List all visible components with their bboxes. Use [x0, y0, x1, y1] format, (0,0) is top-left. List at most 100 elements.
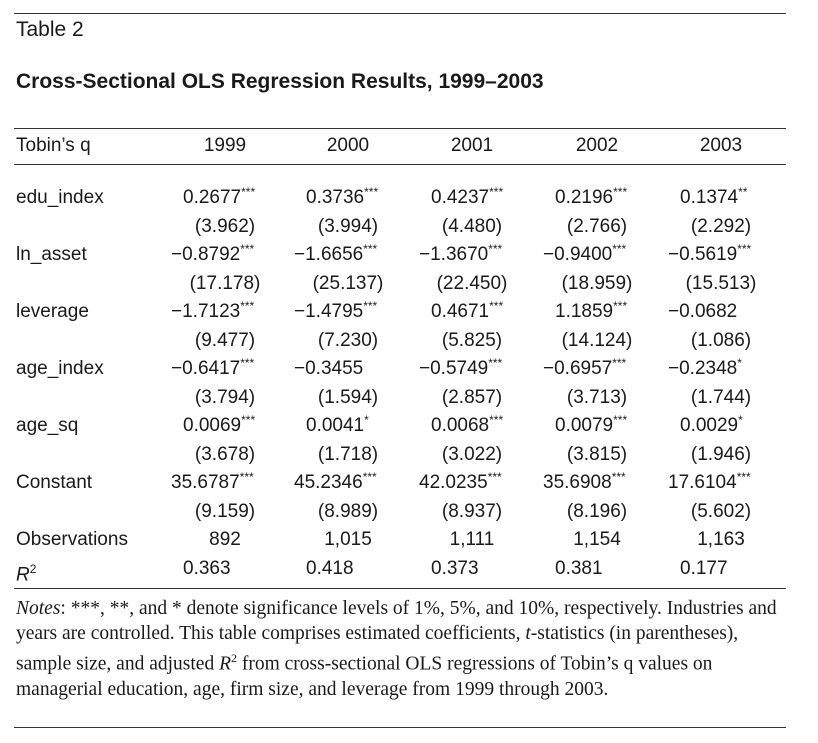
header-bottom-rule: [14, 164, 786, 165]
significance-stars: ***: [613, 299, 628, 313]
coef-cell: 45.2346***: [294, 471, 377, 495]
notes-lead: Notes: [16, 598, 61, 619]
significance-stars: ***: [239, 470, 254, 484]
significance-stars: ***: [363, 242, 378, 256]
row-label-observations: Observations: [16, 529, 128, 550]
coef-value: −0.6417: [171, 358, 241, 379]
t-stat-cell: (2.857): [441, 386, 503, 408]
coef-value: 0.4237: [431, 187, 490, 208]
t-stat-cell: (1.594): [317, 386, 379, 408]
row-label-constant: Constant: [16, 472, 93, 493]
coef-cell: −1.6656***: [294, 243, 377, 267]
notes-text-2: -statistics (in parentheses), sample siz…: [16, 623, 739, 675]
significance-stars: ***: [611, 470, 626, 484]
coef-cell: −1.4795***: [294, 300, 377, 324]
significance-stars: ***: [240, 242, 255, 256]
significance-stars: ***: [737, 242, 752, 256]
coef-value: −0.2348: [668, 358, 738, 379]
significance-stars: *: [737, 356, 742, 370]
coef-value: 0.2677: [183, 187, 242, 208]
coef-value: 35.6787: [171, 472, 240, 493]
t-stat-cell: (9.159): [194, 500, 256, 522]
observations-cell: 1,111: [449, 529, 495, 550]
coef-cell: 0.0079***: [555, 414, 627, 438]
coef-cell: −0.9400***: [543, 243, 626, 267]
significance-stars: ***: [489, 185, 504, 199]
observations-cell: 892: [209, 529, 241, 550]
table-title: Cross-Sectional OLS Regression Results, …: [16, 70, 544, 93]
row-label-edu-index: edu_index: [16, 187, 104, 208]
t-stat-cell: (3.794): [194, 386, 256, 408]
year-header-2002: 2002: [575, 135, 619, 156]
table-label: Table 2: [16, 18, 84, 41]
notes-t-italic: t: [525, 623, 531, 644]
coef-cell: 0.2196***: [555, 186, 627, 210]
t-stat-cell: (3.678): [194, 443, 256, 465]
t-stat-cell: (25.137): [312, 272, 384, 294]
significance-stars: ***: [240, 356, 255, 370]
coef-cell: 42.0235***: [419, 471, 502, 495]
coef-value: 0.4671: [431, 301, 490, 322]
t-stat-cell: (8.196): [566, 500, 628, 522]
coef-value: 0.1374: [680, 187, 739, 208]
significance-stars: ***: [612, 356, 627, 370]
coef-value: 35.6908: [543, 472, 612, 493]
coef-cell: 0.1374**: [680, 186, 747, 210]
t-stat-cell: (1.946): [690, 443, 752, 465]
top-rule: [14, 13, 786, 14]
t-stat-cell: (7.230): [317, 329, 379, 351]
significance-stars: ***: [364, 185, 379, 199]
coef-cell: 17.6104***: [668, 471, 751, 495]
coef-value: 17.6104: [668, 472, 737, 493]
significance-stars: ***: [489, 299, 504, 313]
coef-value: −0.5749: [419, 358, 489, 379]
row-label-age-index: age_index: [16, 358, 104, 379]
t-stat-cell: (1.718): [317, 443, 379, 465]
t-stat-cell: (3.022): [441, 443, 503, 465]
significance-stars: ***: [241, 413, 256, 427]
significance-stars: ***: [489, 413, 504, 427]
coef-value: −1.3670: [419, 244, 489, 265]
notes-r-italic: R: [219, 653, 231, 675]
coef-cell: 0.3736***: [306, 186, 378, 210]
coef-value: −1.4795: [294, 301, 364, 322]
coef-value: −1.7123: [171, 301, 241, 322]
r-squared-cell: 0.373: [431, 557, 479, 579]
table-bottom-rule: [14, 588, 786, 589]
coef-cell: −0.5619***: [668, 243, 751, 267]
row-label-leverage: leverage: [16, 301, 89, 322]
table-notes: Notes: ***, **, and * denote significanc…: [16, 596, 786, 702]
coef-cell: −1.7123***: [171, 300, 254, 324]
t-stat-cell: (2.766): [566, 215, 628, 237]
t-stat-cell: (2.292): [690, 215, 752, 237]
t-stat-cell: (18.959): [561, 272, 633, 294]
t-stat-cell: (1.086): [690, 329, 752, 351]
t-stat-cell: (5.602): [690, 500, 752, 522]
significance-stars: ***: [488, 242, 503, 256]
coef-cell: 1.1859***: [555, 300, 627, 324]
t-stat-cell: (15.513): [685, 272, 757, 294]
r-squared-cell: 0.363: [183, 557, 231, 579]
row-label-ln-asset: ln_asset: [16, 244, 87, 265]
coef-value: 0.3736: [306, 187, 365, 208]
t-stat-cell: (17.178): [189, 272, 261, 294]
coef-cell: −0.6417***: [171, 357, 254, 381]
stub-header: Tobin’s q: [16, 135, 91, 156]
notes-text-3: from cross-sectional OLS regressions of …: [16, 653, 713, 700]
coef-value: −0.5619: [668, 244, 738, 265]
coef-cell: −1.3670***: [419, 243, 502, 267]
r-squared-cell: 0.381: [555, 557, 603, 579]
coef-value: −0.9400: [543, 244, 613, 265]
r-squared-cell: 0.177: [680, 557, 728, 579]
coef-value: 1.1859: [555, 301, 614, 322]
significance-stars: ***: [240, 299, 255, 313]
t-stat-cell: (14.124): [561, 329, 633, 351]
t-stat-cell: (4.480): [441, 215, 503, 237]
coef-value: −1.6656: [294, 244, 364, 265]
t-stat-cell: (1.744): [690, 386, 752, 408]
coef-cell: 0.0041*: [306, 414, 369, 438]
coef-value: 0.0029: [680, 415, 739, 436]
coef-cell: −0.2348*: [668, 357, 742, 381]
coef-value: 0.2196: [555, 187, 614, 208]
coef-cell: −0.8792***: [171, 243, 254, 267]
